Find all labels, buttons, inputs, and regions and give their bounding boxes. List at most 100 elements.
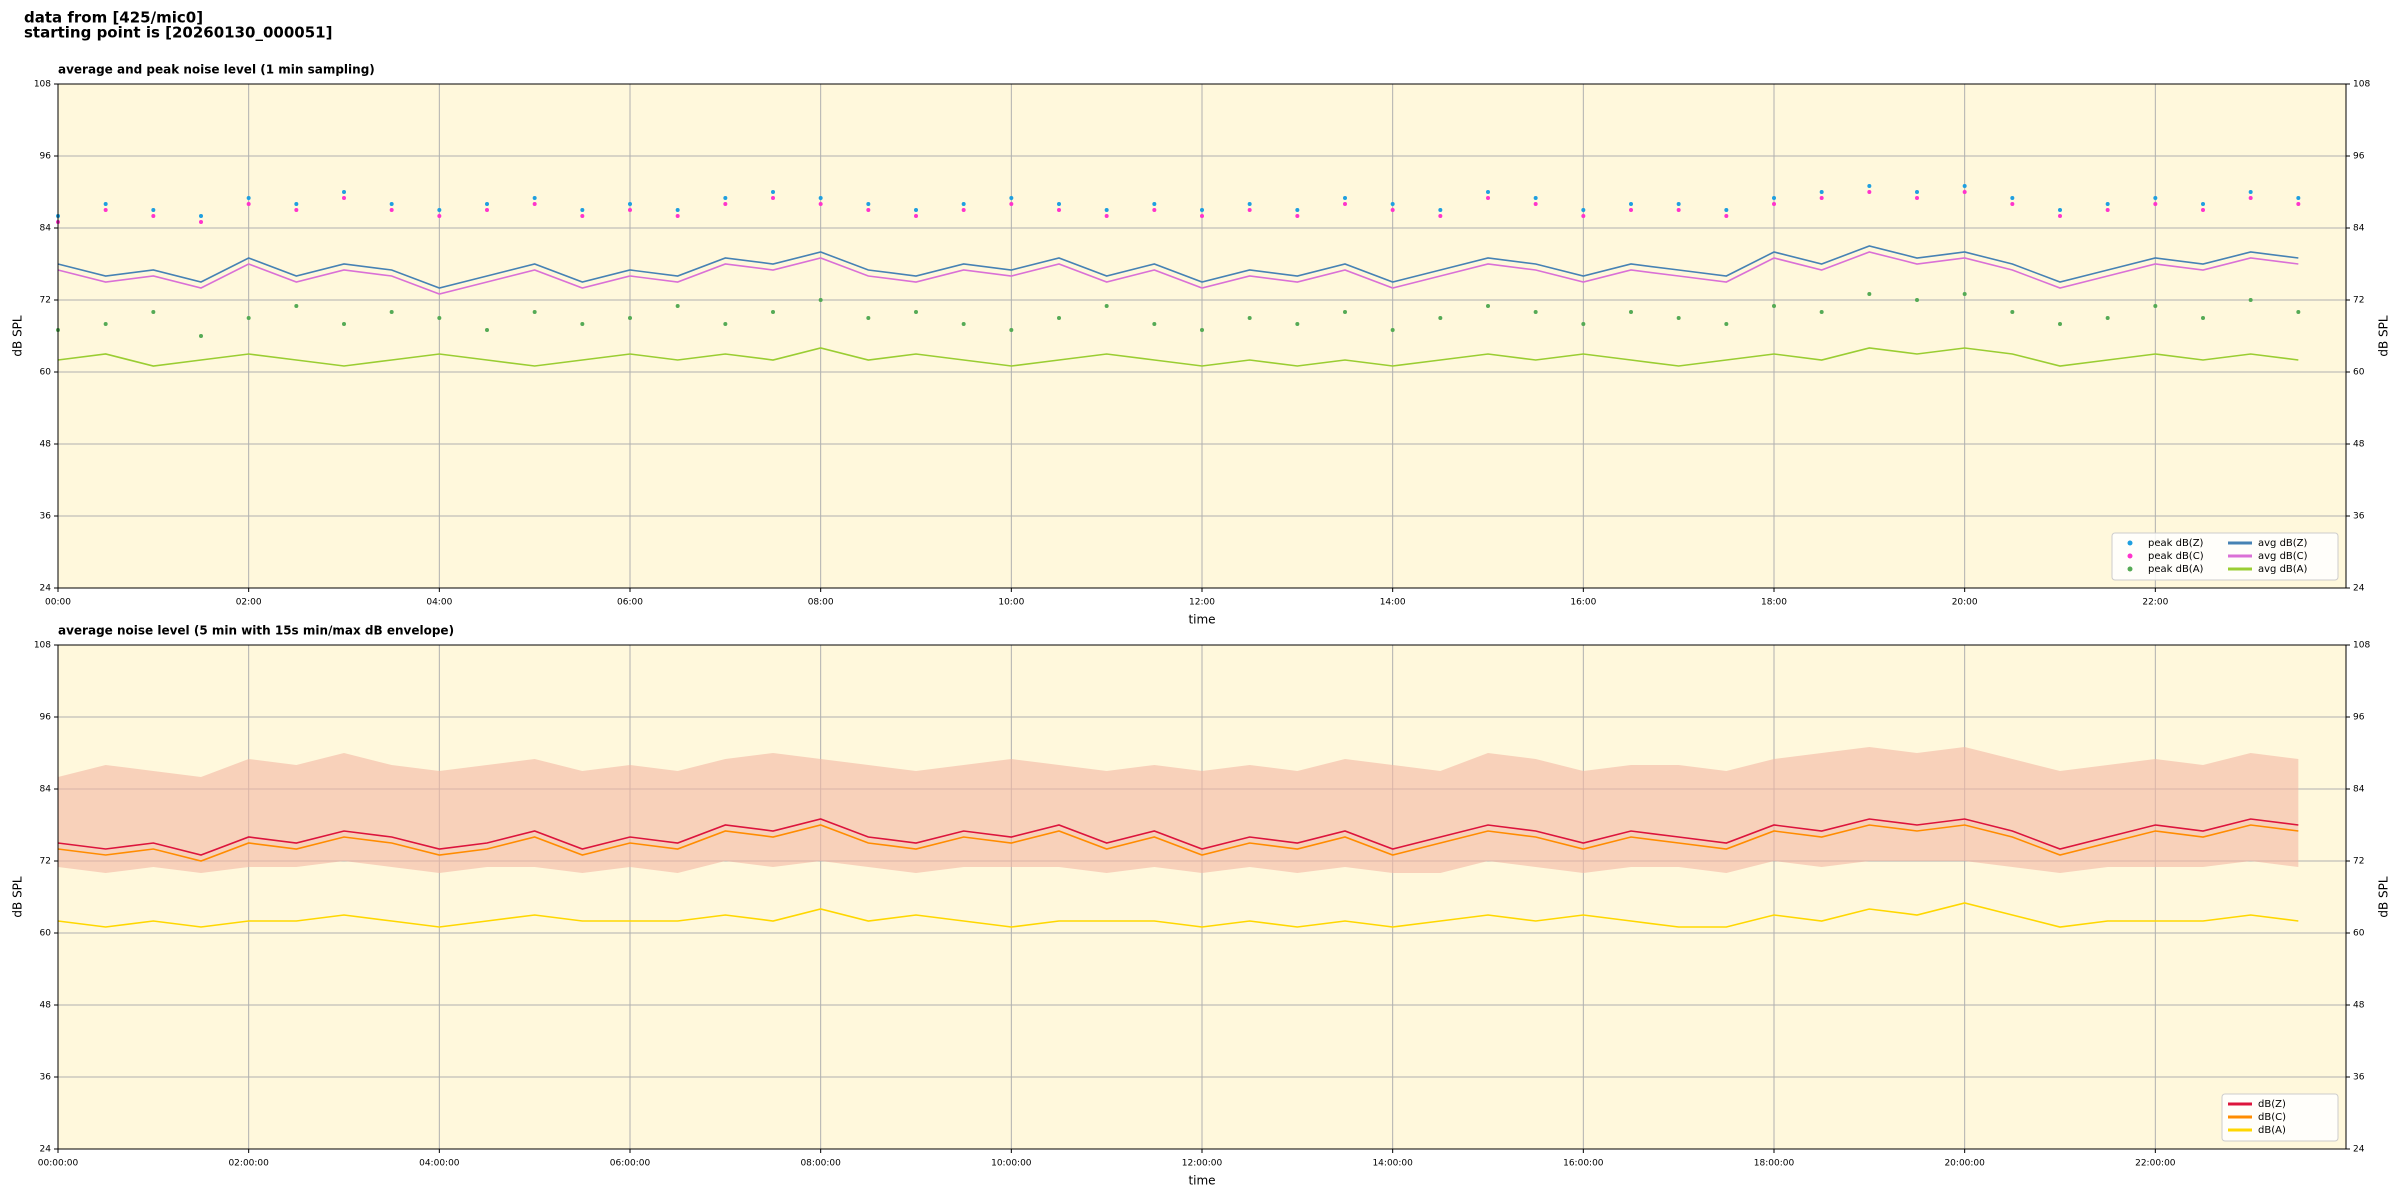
point (2058, 214, 2062, 218)
point (1247, 316, 1252, 320)
y2-tick-label: 72 (2353, 296, 2364, 306)
y2-tick-label: 72 (2353, 857, 2364, 867)
point (1486, 196, 1490, 200)
line (57, 824, 2299, 862)
point (2105, 316, 2110, 320)
x-tick-label: 20:00 (1952, 598, 1978, 608)
point (2105, 208, 2110, 212)
point (1724, 322, 1729, 326)
x-tick-label: 00:00:00 (38, 1159, 79, 1169)
point (1295, 208, 1300, 212)
point (866, 208, 871, 212)
point (1104, 304, 1109, 308)
point (2153, 304, 2158, 308)
point (389, 310, 394, 314)
point (1057, 202, 1061, 206)
point (2248, 298, 2253, 302)
y-tick-label: 48 (40, 440, 52, 450)
point (342, 190, 346, 194)
point (1676, 208, 1681, 212)
point (2010, 310, 2015, 314)
point (1390, 208, 1395, 212)
point (1819, 190, 1824, 194)
point (1200, 208, 1204, 212)
point (2105, 202, 2110, 206)
line (57, 818, 2299, 856)
point (1962, 190, 1967, 194)
plot-frame (57, 83, 2347, 589)
point (1867, 190, 1872, 194)
legend-label: peak dB(Z) (2148, 538, 2204, 549)
point (1962, 292, 1967, 296)
point (628, 316, 632, 320)
point (437, 214, 442, 218)
point (246, 316, 251, 320)
point (199, 334, 203, 338)
x-tick-label: 10:00:00 (991, 1159, 1032, 1169)
point (1009, 196, 1014, 200)
point (1533, 310, 1538, 314)
point (1104, 208, 1109, 212)
point (1152, 322, 1157, 326)
point (389, 202, 394, 206)
point (866, 202, 871, 206)
point (294, 208, 299, 212)
point (294, 304, 299, 308)
point (151, 310, 156, 314)
y2-tick-label: 60 (2353, 368, 2365, 378)
point (580, 208, 585, 212)
point (1629, 208, 1633, 212)
x-tick-label: 12:00 (1189, 598, 1215, 608)
point (866, 316, 871, 320)
legend-label: dB(Z) (2258, 1099, 2286, 1110)
y-tick-label: 72 (40, 857, 51, 867)
y-tick-label: 48 (40, 1001, 52, 1011)
y-tick-label: 36 (40, 1073, 52, 1083)
point (1772, 304, 1776, 308)
x-tick-label: 02:00 (236, 598, 262, 608)
point (1343, 202, 1347, 206)
point (1200, 328, 1204, 332)
x-tick-label: 14:00 (1380, 598, 1406, 608)
y2-tick-label: 24 (2353, 584, 2365, 594)
point (723, 202, 728, 206)
point (1009, 202, 1014, 206)
point (1581, 208, 1586, 212)
point (1581, 322, 1586, 326)
point (1343, 196, 1347, 200)
point (1867, 292, 1872, 296)
line (57, 245, 2299, 289)
point (1057, 316, 1061, 320)
x-tick-label: 06:00 (617, 598, 643, 608)
x-tick-label: 00:00 (45, 598, 71, 608)
point (1819, 310, 1824, 314)
point (437, 316, 442, 320)
y2-tick-label: 108 (2353, 641, 2370, 651)
y2-tick-label: 24 (2353, 1145, 2365, 1155)
legend-label: dB(A) (2258, 1125, 2286, 1136)
x-tick-label: 08:00 (808, 598, 834, 608)
point (2153, 196, 2158, 200)
point (151, 214, 156, 218)
point (1867, 184, 1872, 188)
point (675, 304, 680, 308)
point (1915, 196, 1919, 200)
y-axis-label: dB SPL (11, 315, 25, 357)
y2-tick-label: 96 (2353, 152, 2365, 162)
y-tick-label: 108 (34, 641, 51, 651)
point (1247, 202, 1252, 206)
x-tick-label: 02:00:00 (228, 1159, 269, 1169)
y-tick-label: 24 (40, 584, 52, 594)
chart: average and peak noise level (1 min samp… (11, 63, 2391, 627)
point (485, 208, 489, 212)
point (818, 298, 823, 302)
legend-label: dB(C) (2258, 1112, 2286, 1123)
legend-marker (2127, 553, 2133, 559)
x-tick-label: 14:00:00 (1372, 1159, 1413, 1169)
line (57, 902, 2299, 928)
x-tick-label: 08:00:00 (800, 1159, 841, 1169)
y2-axis-label: dB SPL (2377, 315, 2391, 357)
x-tick-label: 16:00 (1570, 598, 1596, 608)
point (914, 208, 918, 212)
